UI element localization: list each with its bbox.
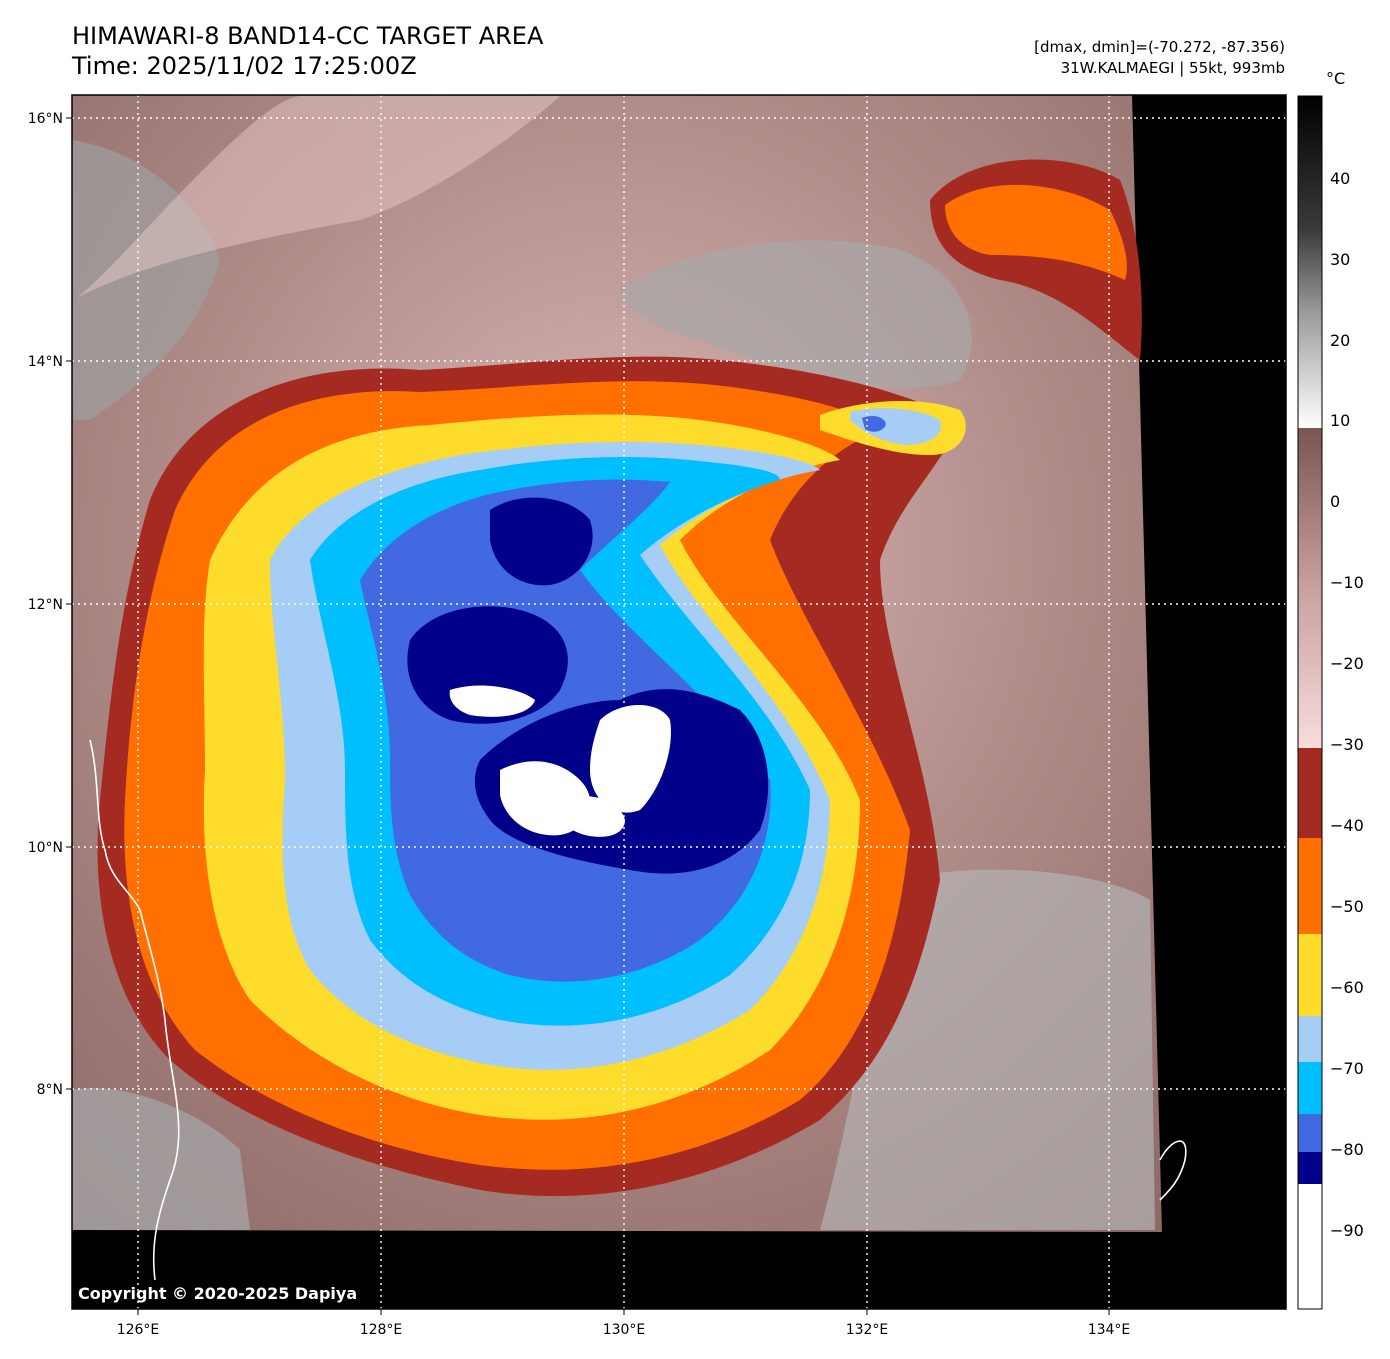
ne-cloud-band xyxy=(945,184,1127,280)
warm-land-patch xyxy=(72,1088,250,1230)
colorbar-band xyxy=(1298,1016,1322,1062)
lat-label: 16°N xyxy=(28,111,63,127)
lat-label: 12°N xyxy=(28,597,63,613)
lat-label: 14°N xyxy=(28,354,63,370)
lat-label: 10°N xyxy=(28,840,63,856)
map-timestamp: Time: 2025/11/02 17:25:00Z xyxy=(72,52,417,80)
colorbar-tick: 10 xyxy=(1330,411,1350,430)
colorbar-gray-segment xyxy=(1298,96,1322,428)
lon-label: 130°E xyxy=(603,1322,646,1338)
colorbar-tick: 0 xyxy=(1330,492,1340,511)
feeder-band xyxy=(862,416,886,432)
map-gridlines xyxy=(72,95,1286,1309)
warm-land-patch xyxy=(620,240,972,388)
map-title: HIMAWARI-8 BAND14-CC TARGET AREA xyxy=(72,22,544,50)
colorbar-tick: −20 xyxy=(1330,654,1364,673)
colorbar-band xyxy=(1298,838,1322,934)
storm-info-label: 31W.KALMAEGI | 55kt, 993mb xyxy=(1060,59,1285,77)
lon-label: 134°E xyxy=(1088,1322,1131,1338)
colorbar-band xyxy=(1298,1152,1322,1184)
colorbar-tick: −80 xyxy=(1330,1140,1364,1159)
lon-label: 126°E xyxy=(117,1322,160,1338)
axis-ticks xyxy=(66,117,1110,1315)
colorbar-tick: 40 xyxy=(1330,169,1350,188)
colorbar-tick: 20 xyxy=(1330,331,1350,350)
map-panel xyxy=(72,95,1286,1309)
colorbar-tick: −30 xyxy=(1330,735,1364,754)
colorbar-tick: −60 xyxy=(1330,978,1364,997)
colorbar-tick: −90 xyxy=(1330,1221,1364,1240)
lon-label: 132°E xyxy=(846,1322,889,1338)
colorbar-band xyxy=(1298,934,1322,1016)
data-range-label: [dmax, dmin]=(-70.272, -87.356) xyxy=(1034,38,1285,56)
colorbar-band xyxy=(1298,1062,1322,1114)
colorbar-tick: −70 xyxy=(1330,1059,1364,1078)
colorbar-tick: 30 xyxy=(1330,250,1350,269)
cold-core xyxy=(558,796,625,837)
colorbar-band xyxy=(1298,1114,1322,1152)
colorbar-unit: °C xyxy=(1326,69,1345,88)
colorbar-frame xyxy=(1297,95,1323,1310)
colorbar: °C 40 30 20 10 0 −10 −20 −30 −40 −50 −60… xyxy=(1297,69,1364,1310)
colorbar-tick: −10 xyxy=(1330,573,1364,592)
map-frame xyxy=(71,94,1287,1310)
cold-core xyxy=(490,497,593,586)
colorbar-tick: −40 xyxy=(1330,816,1364,835)
coastline xyxy=(89,739,180,1281)
cold-core xyxy=(590,705,671,813)
colorbar-band xyxy=(1298,748,1322,838)
lon-label: 128°E xyxy=(360,1322,403,1338)
cold-cloud-patch xyxy=(72,96,560,300)
colorbar-tick: −50 xyxy=(1330,897,1364,916)
cold-core xyxy=(449,685,535,717)
colorbar-band xyxy=(1298,1184,1322,1309)
coastline xyxy=(1159,1140,1187,1201)
colorbar-warm-segment xyxy=(1298,428,1322,748)
lat-label: 8°N xyxy=(37,1082,63,1098)
cold-core xyxy=(407,606,568,724)
copyright-notice: Copyright © 2020-2025 Dapiya xyxy=(78,1284,358,1303)
